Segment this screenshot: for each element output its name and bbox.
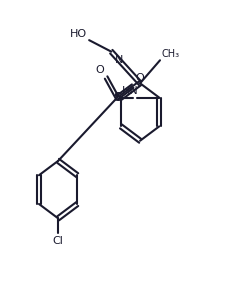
Text: O: O [135,73,144,83]
Text: N: N [115,54,123,64]
Text: S: S [113,91,122,104]
Text: Cl: Cl [53,236,64,246]
Text: O: O [95,65,104,75]
Text: HN: HN [121,86,138,96]
Text: CH₃: CH₃ [161,49,179,59]
Text: HO: HO [70,29,87,39]
